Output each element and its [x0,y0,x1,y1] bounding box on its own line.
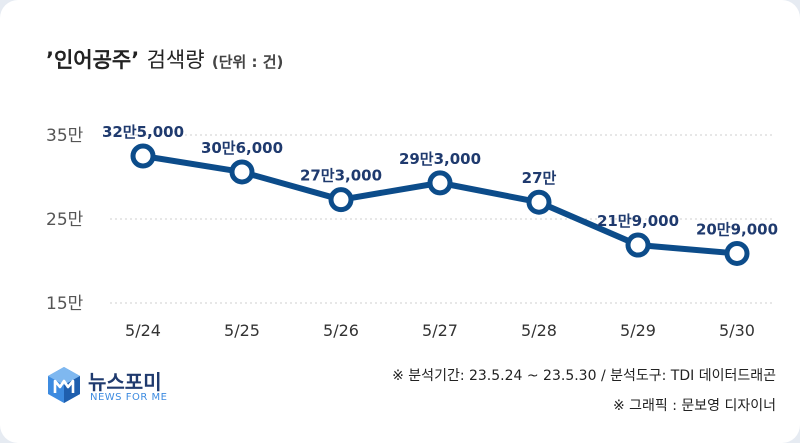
footnote-credit: ※ 그래픽 : 문보영 디자이너 [612,398,776,414]
data-label: 27만3,000 [300,167,382,185]
y-tick-label: 15만 [46,294,84,314]
data-point [130,143,156,169]
x-tick-label: 5/29 [620,321,656,340]
chart-title: ’인어공주’ 검색량 (단위 : 건) [46,44,283,74]
data-point [724,240,750,266]
grid-lines [110,134,775,304]
y-tick-label: 35만 [46,126,84,146]
logo-name: 뉴스포미 [88,370,162,394]
x-tick-label: 5/25 [224,321,260,340]
title-main: 검색량 [146,48,205,72]
title-keyword: ’인어공주’ [46,48,140,72]
y-axis-ticks: 15만 25만 35만 [46,126,84,314]
data-point [625,232,651,258]
data-point [526,189,552,215]
data-label: 30만6,000 [201,139,283,157]
x-axis-ticks: 5/24 5/25 5/26 5/27 5/28 5/29 5/30 [125,321,755,340]
x-tick-label: 5/30 [719,321,755,340]
y-tick-label: 25만 [46,210,84,230]
data-point [229,159,255,185]
data-label: 27만 [522,169,557,187]
data-label: 20만9,000 [696,220,778,238]
x-tick-label: 5/26 [323,321,359,340]
cube-m-icon [48,367,80,403]
x-tick-label: 5/24 [125,321,161,340]
data-point [328,187,354,213]
data-labels: 32만5,000 30만6,000 27만3,000 29만3,000 27만 21만9,… [102,123,778,238]
title-unit: (단위 : 건) [211,53,284,71]
data-points [130,143,750,266]
footnotes: ※ 분석기간: 23.5.24 ~ 23.5.30 / 분석도구: TDI 데이… [392,361,776,421]
data-label: 29만3,000 [399,150,481,168]
data-point [427,170,453,196]
x-tick-label: 5/28 [521,321,557,340]
data-label: 32만5,000 [102,123,184,141]
x-tick-label: 5/27 [422,321,458,340]
news-for-me-logo: 뉴스포미 NEWS FOR ME [46,364,206,408]
logo-tagline: NEWS FOR ME [90,392,168,403]
footnote-period: ※ 분석기간: 23.5.24 ~ 23.5.30 / 분석도구: TDI 데이… [392,368,776,384]
data-label: 21만9,000 [597,212,679,230]
